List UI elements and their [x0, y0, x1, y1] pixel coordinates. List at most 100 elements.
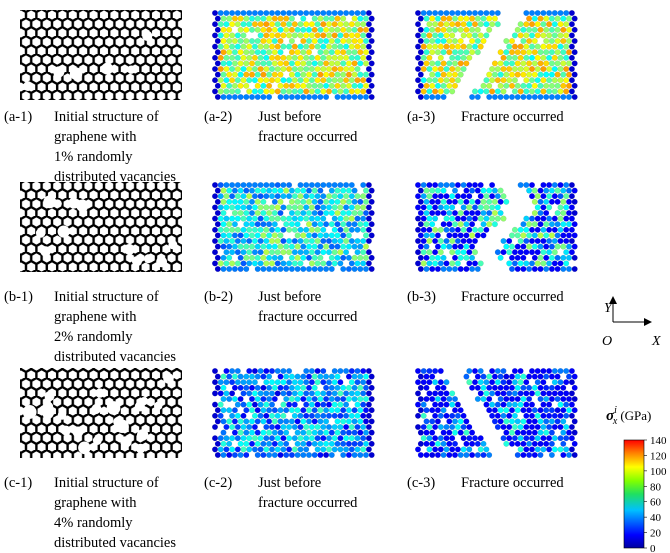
atom: [309, 77, 315, 83]
atom: [543, 188, 549, 194]
atom: [495, 424, 501, 430]
atom: [515, 83, 521, 89]
atom: [506, 379, 512, 385]
atom: [478, 368, 484, 374]
atom: [486, 16, 492, 22]
caption-line: Initial structure of: [54, 107, 159, 127]
atom: [281, 413, 287, 419]
atom: [572, 396, 578, 402]
atom: [215, 374, 221, 380]
atom: [561, 419, 567, 425]
atom: [566, 188, 572, 194]
atom: [212, 368, 218, 374]
atom: [355, 379, 361, 385]
atom: [269, 66, 275, 72]
atom: [478, 435, 484, 441]
atom: [312, 266, 318, 272]
atom: [315, 89, 321, 95]
atom: [246, 182, 252, 188]
atom: [264, 44, 270, 50]
atom: [529, 66, 535, 72]
atom: [275, 66, 281, 72]
atom: [358, 244, 364, 250]
atom: [486, 210, 492, 216]
atom: [215, 407, 221, 413]
atom: [241, 66, 247, 72]
atom: [289, 61, 295, 67]
atom: [501, 368, 507, 374]
atom: [255, 16, 261, 22]
atom: [226, 94, 232, 100]
atom: [246, 249, 252, 255]
atom: [303, 216, 309, 222]
atom: [335, 72, 341, 78]
atom: [424, 407, 430, 413]
atom: [329, 61, 335, 67]
atom: [340, 244, 346, 250]
atom: [261, 233, 267, 239]
atom: [555, 49, 561, 55]
atom: [312, 441, 318, 447]
atom: [312, 374, 318, 380]
atom: [509, 233, 515, 239]
atom: [246, 424, 252, 430]
atom: [292, 238, 298, 244]
colorbar-tick-label: 100: [650, 466, 667, 478]
atom: [338, 89, 344, 95]
atom: [366, 435, 372, 441]
atom: [467, 238, 473, 244]
atom: [541, 402, 547, 408]
atom: [352, 255, 358, 261]
atom: [549, 266, 555, 272]
atom: [546, 205, 552, 211]
atom: [261, 72, 267, 78]
atom: [566, 83, 572, 89]
caption-line: 2% randomly: [54, 327, 133, 347]
atom: [235, 77, 241, 83]
atom: [266, 210, 272, 216]
atom: [498, 61, 504, 67]
atom: [561, 441, 567, 447]
atom: [332, 249, 338, 255]
atom: [475, 38, 481, 44]
atom: [272, 16, 278, 22]
atom: [264, 193, 270, 199]
atom: [441, 38, 447, 44]
atom: [472, 10, 478, 16]
atom: [427, 193, 433, 199]
atom: [349, 44, 355, 50]
atom: [532, 430, 538, 436]
atom: [275, 435, 281, 441]
atom: [224, 55, 230, 61]
atom: [427, 391, 433, 397]
atom: [546, 435, 552, 441]
atom: [255, 419, 261, 425]
atom: [292, 249, 298, 255]
atom: [369, 38, 375, 44]
atom: [492, 16, 498, 22]
atom: [461, 10, 467, 16]
atom: [303, 10, 309, 16]
atom: [475, 441, 481, 447]
atom: [561, 61, 567, 67]
atom: [360, 205, 366, 211]
atom: [360, 10, 366, 16]
atom: [224, 447, 230, 453]
atom: [529, 44, 535, 50]
atom: [501, 55, 507, 61]
atom: [569, 424, 575, 430]
atom: [323, 419, 329, 425]
atom: [486, 396, 492, 402]
vacancy: [58, 411, 67, 420]
atom: [241, 261, 247, 267]
atom: [524, 424, 530, 430]
atom: [552, 261, 558, 267]
atom: [212, 182, 218, 188]
atom: [306, 385, 312, 391]
atom: [515, 452, 521, 458]
atom: [432, 182, 438, 188]
atom: [543, 374, 549, 380]
atom: [264, 424, 270, 430]
atom: [569, 77, 575, 83]
atom: [224, 424, 230, 430]
